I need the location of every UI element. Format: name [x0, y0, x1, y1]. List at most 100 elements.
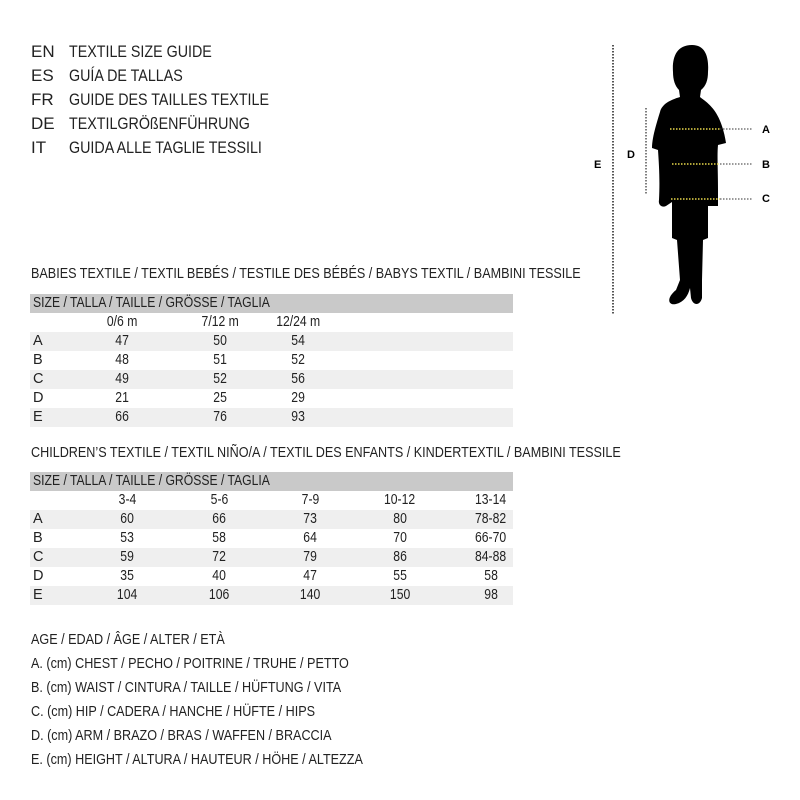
table-cell: 150 [360, 586, 440, 605]
table-cell: 58 [451, 567, 531, 586]
row-label: B [33, 352, 43, 368]
cell-value: 79 [303, 549, 317, 565]
legend-chest: A. (cm) CHEST / PECHO / POITRINE / TRUHE… [31, 652, 426, 676]
title-text: GUÍA DE TALLAS [69, 66, 183, 85]
table-cell: 52 [258, 351, 338, 370]
label-b: B [762, 159, 770, 171]
cell-value: 56 [291, 371, 305, 387]
measurement-legend: AGE / EDAD / ÂGE / ALTER / ETÀ A. (cm) C… [31, 628, 426, 772]
table-cell: 60 [87, 510, 167, 529]
cell-value: 55 [393, 568, 407, 584]
cell-value: 140 [299, 587, 321, 603]
table-header: SIZE / TALLA / TAILLE / GRÖSSE / TAGLIA [30, 294, 513, 313]
row-label: E [33, 409, 43, 425]
row-label: E [33, 587, 43, 603]
table-cell: 29 [258, 389, 338, 408]
lang-code: EN [31, 42, 55, 61]
child-silhouette-figure: A B C D E [594, 45, 770, 315]
legend-height: E. (cm) HEIGHT / ALTURA / HAUTEUR / HÖHE… [31, 748, 426, 772]
cell-value: 84-88 [475, 549, 507, 565]
legend-hip: C. (cm) HIP / CADERA / HANCHE / HÜFTE / … [31, 700, 426, 724]
cell-value: 66 [212, 511, 226, 527]
row-label: C [33, 371, 44, 387]
cell-value: 70 [393, 530, 407, 546]
title-text: GUIDA ALLE TAGLIE TESSILI [69, 138, 262, 157]
table-row: A 60 66 73 80 78-82 [30, 510, 513, 529]
table-cell: 66 [179, 510, 259, 529]
table-cell: 55 [360, 567, 440, 586]
cell-value: 150 [389, 587, 411, 603]
legend-text: A. (cm) CHEST / PECHO / POITRINE / TRUHE… [31, 655, 349, 672]
table-cell: 59 [87, 548, 167, 567]
column-header: 3-4 [118, 492, 136, 508]
header-text: SIZE / TALLA / TAILLE / GRÖSSE / TAGLIA [33, 295, 270, 311]
row-label: C [33, 549, 44, 565]
table-cell: 106 [179, 586, 259, 605]
title-text: TEXTILE SIZE GUIDE [69, 42, 212, 61]
row-label: D [33, 390, 44, 406]
table-cell: 79 [270, 548, 350, 567]
header-text: SIZE / TALLA / TAILLE / GRÖSSE / TAGLIA [33, 473, 270, 489]
cell-value: 80 [393, 511, 407, 527]
table-cell: 58 [179, 529, 259, 548]
column-header: 5-6 [210, 492, 228, 508]
column-header-row: 0/6 m 7/12 m 12/24 m [30, 313, 513, 332]
cell-value: 48 [115, 352, 129, 368]
column-header: 12/24 m [275, 314, 321, 330]
table-cell: 78-82 [451, 510, 531, 529]
table-cell: 76 [180, 408, 260, 427]
table-row: C 59 72 79 86 84-88 [30, 548, 513, 567]
title-it: IT GUIDA ALLE TAGLIE TESSILI [31, 136, 307, 160]
title-text: TEXTILGRÖßENFÜHRUNG [69, 114, 250, 133]
label-d: D [627, 149, 635, 161]
title-de: DE TEXTILGRÖßENFÜHRUNG [31, 112, 307, 136]
cell-value: 86 [393, 549, 407, 565]
lang-code: IT [31, 138, 47, 157]
cell-value: 52 [213, 371, 227, 387]
table-cell: 49 [82, 370, 162, 389]
cell-value: 76 [213, 409, 227, 425]
title-en: EN TEXTILE SIZE GUIDE [31, 40, 307, 64]
babies-title-text: BABIES TEXTILE / TEXTIL BEBÉS / TESTILE … [31, 265, 581, 282]
table-cell: 66-70 [451, 529, 531, 548]
cell-value: 104 [116, 587, 138, 603]
cell-value: 47 [115, 333, 129, 349]
table-cell: 86 [360, 548, 440, 567]
cell-value: 73 [303, 511, 317, 527]
cell-value: 58 [212, 530, 226, 546]
cell-value: 98 [484, 587, 498, 603]
cell-value: 21 [115, 390, 129, 406]
table-row: A 47 50 54 [30, 332, 513, 351]
table-cell: 80 [360, 510, 440, 529]
child-silhouette-icon [652, 45, 726, 305]
table-cell: 53 [87, 529, 167, 548]
cell-value: 59 [120, 549, 134, 565]
legend-waist: B. (cm) WAIST / CINTURA / TAILLE / HÜFTU… [31, 676, 426, 700]
table-cell: 47 [82, 332, 162, 351]
cell-value: 66-70 [475, 530, 507, 546]
column-header: 7/12 m [201, 314, 239, 330]
lang-code: DE [31, 114, 55, 133]
babies-size-table: SIZE / TALLA / TAILLE / GRÖSSE / TAGLIA … [30, 294, 513, 427]
cell-value: 40 [212, 568, 226, 584]
title-fr: FR GUIDE DES TAILLES TEXTILE [31, 88, 307, 112]
lang-code: ES [31, 66, 54, 85]
table-cell: 51 [180, 351, 260, 370]
table-cell: 21 [82, 389, 162, 408]
column-header: 13-14 [475, 492, 507, 508]
cell-value: 51 [213, 352, 227, 368]
table-cell: 52 [180, 370, 260, 389]
row-label: A [33, 511, 43, 527]
label-e: E [594, 159, 601, 171]
table-cell: 54 [258, 332, 338, 351]
table-cell: 84-88 [451, 548, 531, 567]
cell-value: 54 [291, 333, 305, 349]
cell-value: 60 [120, 511, 134, 527]
table-cell: 56 [258, 370, 338, 389]
table-header: SIZE / TALLA / TAILLE / GRÖSSE / TAGLIA [30, 472, 513, 491]
legend-text: AGE / EDAD / ÂGE / ALTER / ETÀ [31, 631, 225, 648]
lang-code: FR [31, 90, 54, 109]
title-text: GUIDE DES TAILLES TEXTILE [69, 90, 269, 109]
label-a: A [762, 124, 770, 136]
column-header-row: 3-4 5-6 7-9 10-12 13-14 [30, 491, 513, 510]
